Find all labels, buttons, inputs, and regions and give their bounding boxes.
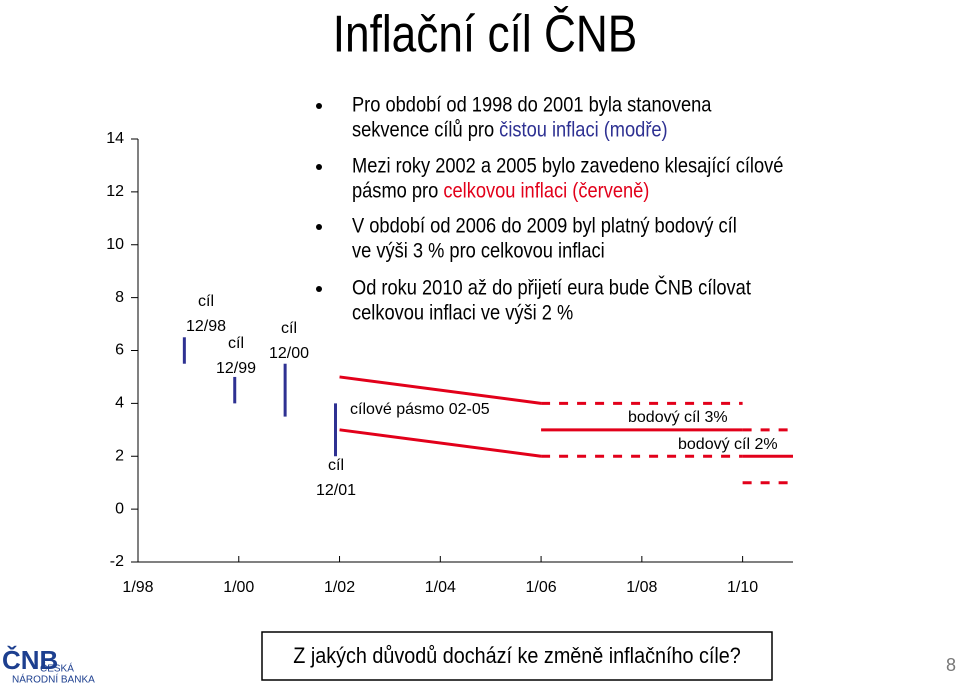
bullet-text: V období od 2006 do 2009 byl platný bodo… <box>352 214 737 237</box>
bullet-text: pásmo pro celkovou inflaci (červeně) <box>352 179 649 202</box>
text-span: pásmo pro <box>352 179 443 202</box>
x-tick-label: 1/98 <box>122 579 153 596</box>
text-span: celkovou inflaci ve výši 2 % <box>352 301 573 324</box>
target-label: cíl <box>281 320 297 337</box>
question: Z jakých důvodů dochází ke změně inflačn… <box>293 644 740 668</box>
text-span: čistou inflaci (modře) <box>499 118 667 141</box>
logo-text: ČESKÁ <box>40 662 74 675</box>
y-tick-label: 14 <box>106 130 124 147</box>
page-number: 8 <box>946 655 956 675</box>
target-label: cíl <box>228 335 244 352</box>
text-span: ve výši 3 % pro celkovou inflaci <box>352 239 605 262</box>
text-span: celkovou inflaci (červeně) <box>443 179 649 202</box>
bullet-dot <box>316 224 322 230</box>
x-tick-label: 1/10 <box>727 579 758 596</box>
bullet-dot <box>316 103 322 109</box>
bullet-dot <box>316 286 322 292</box>
bullet-text: Mezi roky 2002 a 2005 bylo zavedeno kles… <box>352 154 783 177</box>
bullet-text: Od roku 2010 až do přijetí eura bude ČNB… <box>352 275 751 300</box>
text-span: Od roku 2010 až do přijetí eura bude ČNB… <box>352 275 751 300</box>
question-box <box>261 631 773 681</box>
x-tick-label: 1/06 <box>526 579 557 596</box>
bullet-text: Pro období od 1998 do 2001 byla stanoven… <box>352 93 711 116</box>
target-label: cíl <box>198 293 214 310</box>
slide-title: Inflační cíl ČNB <box>333 5 638 63</box>
y-tick-label: 0 <box>115 500 124 517</box>
y-tick-label: 2 <box>115 447 124 464</box>
target-date: 12/01 <box>316 482 356 499</box>
y-tick-label: 10 <box>106 236 124 253</box>
text-span: Pro období od 1998 do 2001 byla stanoven… <box>352 93 711 116</box>
x-tick-label: 1/02 <box>324 579 355 596</box>
logo-mark: ČNB <box>2 645 58 675</box>
x-tick-label: 1/08 <box>626 579 657 596</box>
y-tick-label: -2 <box>110 553 124 570</box>
bullet-dot <box>316 164 322 170</box>
series-label: cílové pásmo 02-05 <box>350 401 490 418</box>
bullet-text: celkovou inflaci ve výši 2 % <box>352 301 573 324</box>
y-tick-label: 6 <box>115 342 124 359</box>
text-span: sekvence cílů pro <box>352 118 499 141</box>
x-tick-label: 1/00 <box>223 579 254 596</box>
y-tick-label: 4 <box>115 395 124 412</box>
target-label: cíl <box>328 457 344 474</box>
series-label: bodový cíl 3% <box>628 409 728 426</box>
text-span: Mezi roky 2002 a 2005 bylo zavedeno kles… <box>352 154 783 177</box>
text-span: V období od 2006 do 2009 byl platný bodo… <box>352 214 737 237</box>
series-label: bodový cíl 2% <box>678 436 778 453</box>
bullet-text: ve výši 3 % pro celkovou inflaci <box>352 239 605 262</box>
y-tick-label: 8 <box>115 289 124 306</box>
y-tick-label: 12 <box>106 183 124 200</box>
chart: -2 0 2 4 6 8 10 12 14 1/98 1/00 1/02 1/04 1/06 1/08 1/1… <box>106 130 793 596</box>
target-date: 12/99 <box>216 360 256 377</box>
band-lower <box>339 428 542 458</box>
logo-text: NÁRODNÍ BANKA <box>12 673 95 685</box>
bullet-list: Pro období od 1998 do 2001 byla stanoven… <box>352 93 783 324</box>
bullet-text: sekvence cílů pro čistou inflaci (modře) <box>352 118 668 141</box>
x-tick-label: 1/04 <box>425 579 456 596</box>
target-date: 12/00 <box>269 345 309 362</box>
target-date: 12/98 <box>186 318 226 335</box>
band-upper <box>339 375 542 405</box>
